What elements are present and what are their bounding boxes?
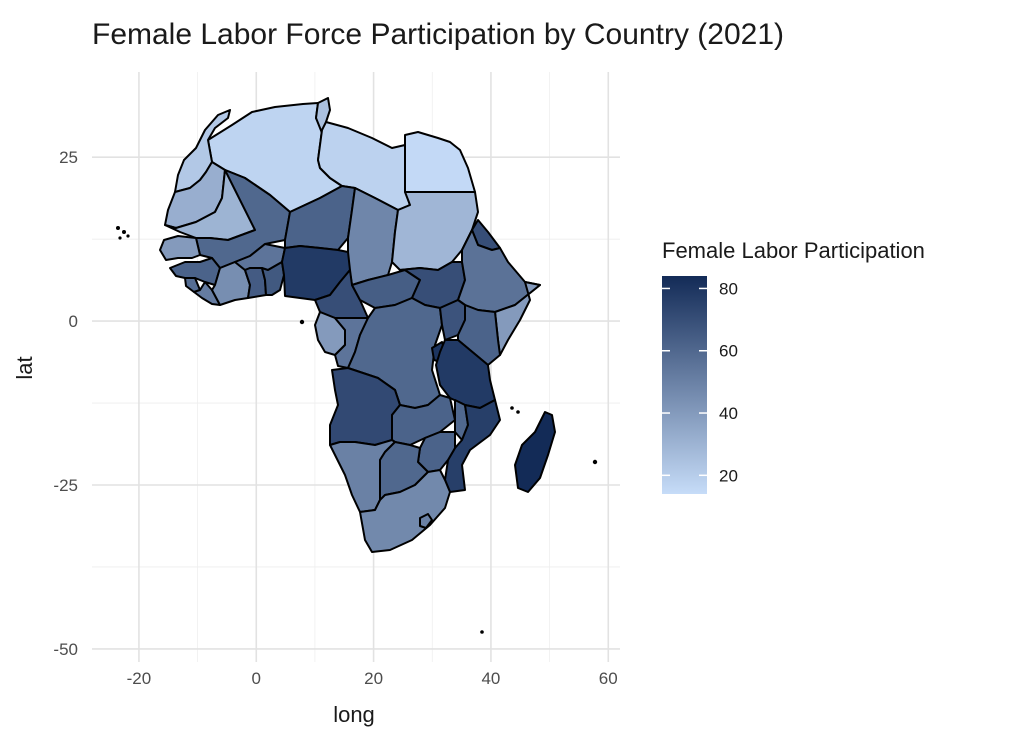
x-tick-label: -20 xyxy=(127,669,152,688)
region-lesotho[interactable] xyxy=(419,513,433,529)
island-comoros-2 xyxy=(516,410,520,414)
legend-title: Female Labor Participation xyxy=(662,238,925,263)
region-mozambique[interactable] xyxy=(444,399,501,493)
island-cape-verde-1 xyxy=(116,226,120,230)
island-mauritius xyxy=(592,459,598,465)
axis-ticks: -20 0 20 40 60 -50 -25 0 25 xyxy=(53,148,617,688)
region-somalia[interactable] xyxy=(494,281,541,356)
x-tick-label: 0 xyxy=(252,669,261,688)
y-axis-title: lat xyxy=(12,356,37,379)
legend-colorbar xyxy=(662,276,707,494)
x-tick-label: 20 xyxy=(364,669,383,688)
y-tick-label: 25 xyxy=(59,148,78,167)
island-cape-verde-4 xyxy=(126,234,130,238)
y-tick-label: -50 xyxy=(53,640,78,659)
legend-tick-label: 80 xyxy=(719,279,738,298)
countries-layer xyxy=(159,97,556,553)
legend-ticks: 20 40 60 80 xyxy=(662,279,738,485)
islands xyxy=(116,226,598,634)
region-egypt[interactable] xyxy=(404,131,476,193)
island-bioko xyxy=(299,319,305,325)
island-prince-edward xyxy=(480,630,484,634)
island-cape-verde-3 xyxy=(118,236,122,240)
x-tick-label: 60 xyxy=(599,669,618,688)
region-madagascar[interactable] xyxy=(514,411,556,493)
chart-title: Female Labor Force Participation by Coun… xyxy=(92,18,784,51)
x-axis-title: long xyxy=(333,702,375,727)
region-senegal[interactable] xyxy=(159,235,201,261)
legend-tick-label: 40 xyxy=(719,404,738,423)
y-tick-label: 0 xyxy=(69,312,78,331)
y-tick-label: -25 xyxy=(53,476,78,495)
legend-tick-label: 20 xyxy=(719,466,738,485)
x-tick-label: 40 xyxy=(481,669,500,688)
legend-tick-label: 60 xyxy=(719,342,738,361)
region-south-africa[interactable] xyxy=(359,469,451,553)
island-comoros-1 xyxy=(510,406,514,410)
legend: Female Labor Participation 20 40 60 80 xyxy=(662,238,925,494)
island-cape-verde-2 xyxy=(122,230,126,234)
